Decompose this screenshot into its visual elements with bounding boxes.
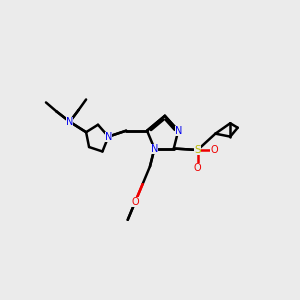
Text: O: O [131, 197, 139, 207]
Text: N: N [175, 126, 182, 136]
Text: O: O [210, 145, 218, 155]
Text: N: N [66, 117, 74, 127]
Text: N: N [105, 132, 112, 142]
Text: N: N [151, 143, 158, 154]
Text: S: S [194, 145, 201, 155]
Text: O: O [194, 164, 201, 173]
